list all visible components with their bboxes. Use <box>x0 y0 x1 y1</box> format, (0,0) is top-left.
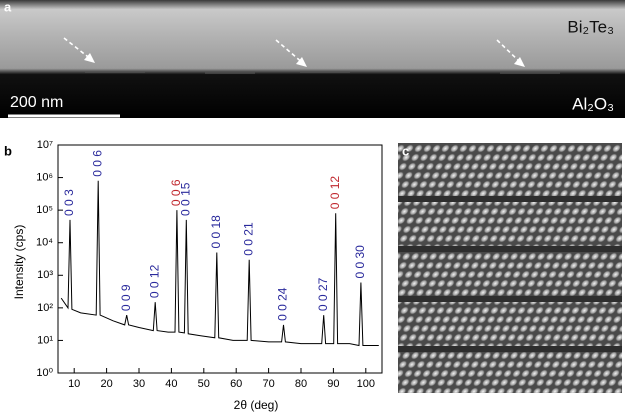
plot-frame <box>57 144 383 374</box>
peak-label: 0 0 27 <box>316 277 330 311</box>
peak-label: 0 0 3 <box>62 189 76 216</box>
van-der-waals-gaps <box>398 196 622 352</box>
x-tick-label: 80 <box>295 378 307 390</box>
x-axis-label: 2θ (deg) <box>234 398 279 412</box>
peak-label: 0 0 9 <box>119 284 133 311</box>
panel-label: a <box>4 0 12 14</box>
x-tick-label: 10 <box>68 378 80 390</box>
peak-label: 0 0 18 <box>209 215 223 249</box>
peak-label: 0 0 30 <box>353 245 367 279</box>
y-tick-label: 10³ <box>37 269 53 281</box>
y-tick-label: 10² <box>37 302 53 314</box>
y-axis-label: Intensity (cps) <box>12 225 26 300</box>
peak-label: 0 0 6 <box>90 150 104 177</box>
x-tick-label: 70 <box>262 378 274 390</box>
y-tick-label: 10¹ <box>37 334 53 346</box>
x-tick-label: 20 <box>100 378 112 390</box>
arrow-heads <box>84 53 525 67</box>
panel-label: c <box>402 143 409 158</box>
y-tick-label: 10⁴ <box>36 237 53 249</box>
x-tick-label: 60 <box>230 378 242 390</box>
film-label: Bi₂Te₃ <box>567 17 614 36</box>
x-tick-label: 40 <box>165 378 177 390</box>
peak-label: 0 0 12 <box>147 264 161 298</box>
peak-label: 0 0 21 <box>241 222 255 256</box>
tem-image <box>0 0 625 118</box>
xrd-line <box>60 180 379 347</box>
y-tick-label: 10⁶ <box>36 171 53 183</box>
peak-label: 0 0 12 <box>328 176 342 210</box>
peak-label: 0 0 15 <box>178 182 192 216</box>
x-tick-label: 50 <box>198 378 210 390</box>
atom-lattice <box>398 143 622 393</box>
y-tick-label: 10⁰ <box>36 367 53 379</box>
y-tick-label: 10⁷ <box>37 139 53 151</box>
x-tick-label: 100 <box>357 378 375 390</box>
peak-label: 0 0 6 <box>169 179 183 206</box>
x-tick-label: 90 <box>327 378 339 390</box>
scale-bar-label: 200 nm <box>10 94 63 111</box>
interface-features <box>85 71 560 74</box>
peak-label: 0 0 24 <box>276 287 290 321</box>
x-tick-label: 30 <box>133 378 145 390</box>
panel-label: b <box>4 143 12 158</box>
substrate-label: Al₂O₃ <box>572 94 614 113</box>
y-tick-label: 10⁵ <box>36 204 53 216</box>
